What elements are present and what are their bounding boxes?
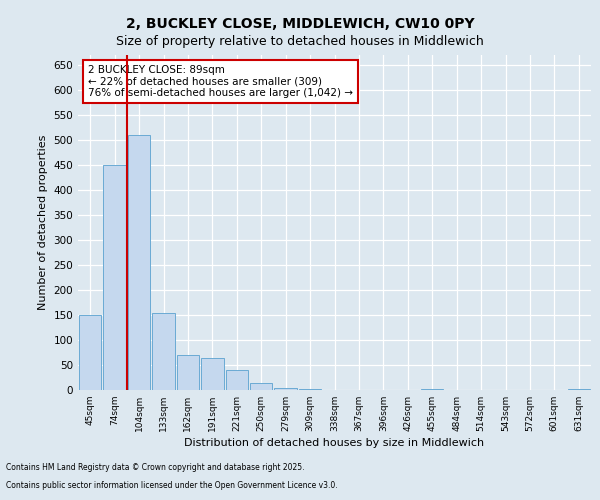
Y-axis label: Number of detached properties: Number of detached properties bbox=[38, 135, 48, 310]
Text: Contains public sector information licensed under the Open Government Licence v3: Contains public sector information licen… bbox=[6, 481, 338, 490]
Bar bbox=[421, 389, 443, 390]
Bar bbox=[250, 382, 272, 390]
Bar bbox=[274, 388, 297, 390]
Bar bbox=[103, 165, 126, 390]
Bar bbox=[201, 358, 224, 390]
Bar bbox=[176, 355, 199, 390]
Bar bbox=[128, 135, 151, 390]
Bar bbox=[299, 389, 322, 390]
Bar bbox=[79, 315, 101, 390]
Bar bbox=[226, 370, 248, 390]
Text: 2, BUCKLEY CLOSE, MIDDLEWICH, CW10 0PY: 2, BUCKLEY CLOSE, MIDDLEWICH, CW10 0PY bbox=[125, 18, 475, 32]
Text: 2 BUCKLEY CLOSE: 89sqm
← 22% of detached houses are smaller (309)
76% of semi-de: 2 BUCKLEY CLOSE: 89sqm ← 22% of detached… bbox=[88, 65, 353, 98]
Text: Size of property relative to detached houses in Middlewich: Size of property relative to detached ho… bbox=[116, 35, 484, 48]
Bar bbox=[568, 389, 590, 390]
X-axis label: Distribution of detached houses by size in Middlewich: Distribution of detached houses by size … bbox=[184, 438, 485, 448]
Bar bbox=[152, 312, 175, 390]
Text: Contains HM Land Registry data © Crown copyright and database right 2025.: Contains HM Land Registry data © Crown c… bbox=[6, 464, 305, 472]
